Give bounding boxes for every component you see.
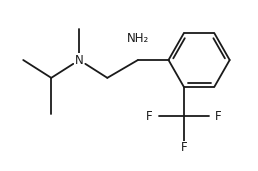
Text: N: N [75, 54, 84, 67]
Text: NH₂: NH₂ [127, 32, 149, 45]
Text: F: F [181, 141, 187, 154]
Text: F: F [146, 110, 153, 123]
Text: F: F [215, 110, 222, 123]
